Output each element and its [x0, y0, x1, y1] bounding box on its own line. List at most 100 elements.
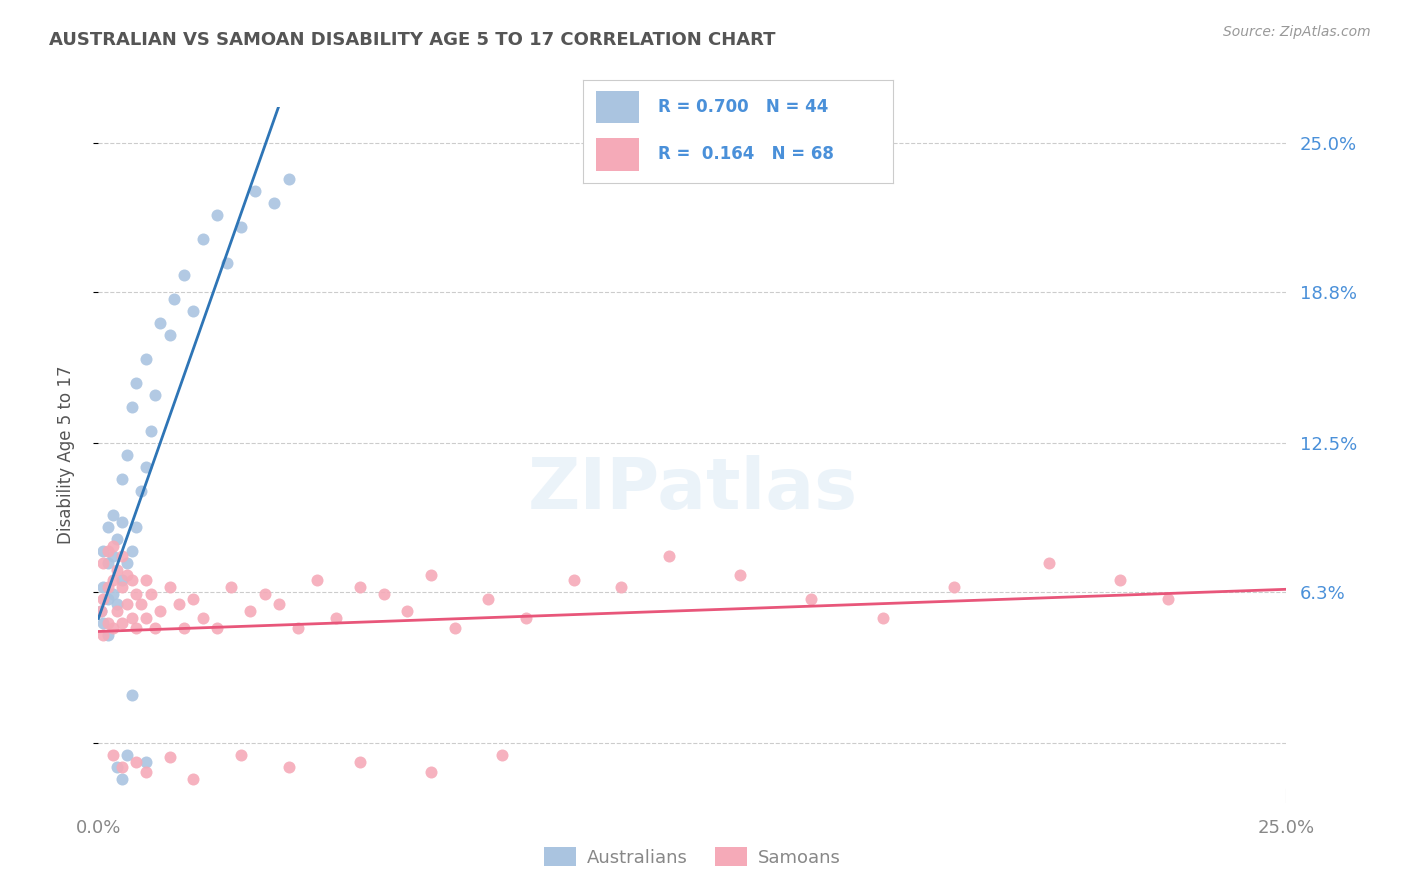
- Point: [420, 764, 443, 779]
- Point: [111, 573, 134, 587]
- Point: [149, 604, 172, 618]
- Point: [91, 615, 114, 630]
- Point: [91, 544, 114, 558]
- Text: AUSTRALIAN VS SAMOAN DISABILITY AGE 5 TO 17 CORRELATION CHART: AUSTRALIAN VS SAMOAN DISABILITY AGE 5 TO…: [49, 31, 776, 49]
- Point: [101, 587, 124, 601]
- Point: [728, 567, 751, 582]
- Point: [159, 328, 181, 343]
- Point: [245, 184, 267, 198]
- Point: [121, 573, 143, 587]
- Point: [129, 597, 152, 611]
- Point: [491, 747, 513, 762]
- Point: [149, 316, 172, 330]
- Point: [159, 580, 181, 594]
- Point: [101, 573, 124, 587]
- Point: [139, 424, 162, 438]
- Point: [183, 304, 205, 318]
- Point: [183, 591, 205, 606]
- Point: [135, 459, 157, 474]
- Point: [229, 747, 252, 762]
- Point: [101, 539, 124, 553]
- Point: [91, 591, 114, 606]
- Point: [263, 196, 285, 211]
- Point: [1038, 556, 1060, 570]
- Point: [135, 755, 157, 769]
- Point: [135, 351, 157, 366]
- Point: [111, 615, 134, 630]
- Point: [97, 615, 120, 630]
- Point: [420, 567, 443, 582]
- Bar: [596, 137, 640, 170]
- Point: [111, 772, 134, 786]
- Point: [229, 219, 252, 234]
- Point: [129, 483, 152, 498]
- Point: [396, 604, 419, 618]
- Point: [125, 755, 148, 769]
- Point: [658, 549, 681, 563]
- Point: [167, 597, 190, 611]
- Point: [91, 580, 114, 594]
- Point: [277, 172, 299, 186]
- Point: [107, 760, 129, 774]
- Point: [145, 621, 167, 635]
- Point: [121, 611, 143, 625]
- Point: [1109, 573, 1132, 587]
- Point: [121, 400, 143, 414]
- Point: [125, 520, 148, 534]
- Point: [477, 591, 499, 606]
- Point: [221, 580, 243, 594]
- Point: [305, 573, 328, 587]
- Point: [173, 621, 195, 635]
- Point: [125, 621, 148, 635]
- Text: ZIPatlas: ZIPatlas: [527, 455, 858, 524]
- Point: [515, 611, 537, 625]
- Point: [239, 604, 262, 618]
- Point: [135, 573, 157, 587]
- Point: [111, 580, 134, 594]
- Point: [115, 448, 138, 462]
- Point: [215, 256, 238, 270]
- Point: [349, 755, 371, 769]
- Point: [277, 760, 299, 774]
- Point: [91, 628, 114, 642]
- Point: [121, 688, 143, 702]
- Point: [872, 611, 894, 625]
- Point: [173, 268, 195, 282]
- Legend: Australians, Samoans: Australians, Samoans: [537, 840, 848, 874]
- Point: [191, 611, 214, 625]
- Point: [373, 587, 395, 601]
- Point: [97, 544, 120, 558]
- Point: [325, 611, 347, 625]
- Point: [90, 604, 112, 618]
- Point: [1156, 591, 1178, 606]
- Point: [183, 772, 205, 786]
- Point: [207, 621, 229, 635]
- Point: [111, 760, 134, 774]
- Point: [101, 549, 124, 563]
- Point: [253, 587, 276, 601]
- Point: [101, 621, 124, 635]
- Point: [97, 591, 120, 606]
- Text: R =  0.164   N = 68: R = 0.164 N = 68: [658, 145, 834, 163]
- Point: [107, 563, 129, 577]
- Point: [610, 580, 633, 594]
- Point: [115, 597, 138, 611]
- Point: [111, 515, 134, 529]
- Point: [145, 388, 167, 402]
- Point: [287, 621, 309, 635]
- Point: [101, 508, 124, 522]
- Point: [97, 520, 120, 534]
- Bar: [596, 91, 640, 123]
- Point: [107, 597, 129, 611]
- Point: [111, 549, 134, 563]
- Point: [107, 532, 129, 546]
- Point: [139, 587, 162, 601]
- Point: [349, 580, 371, 594]
- Text: Source: ZipAtlas.com: Source: ZipAtlas.com: [1223, 25, 1371, 39]
- Text: R = 0.700   N = 44: R = 0.700 N = 44: [658, 98, 828, 116]
- Point: [107, 604, 129, 618]
- Point: [90, 604, 112, 618]
- Point: [125, 587, 148, 601]
- Point: [191, 232, 214, 246]
- Point: [115, 556, 138, 570]
